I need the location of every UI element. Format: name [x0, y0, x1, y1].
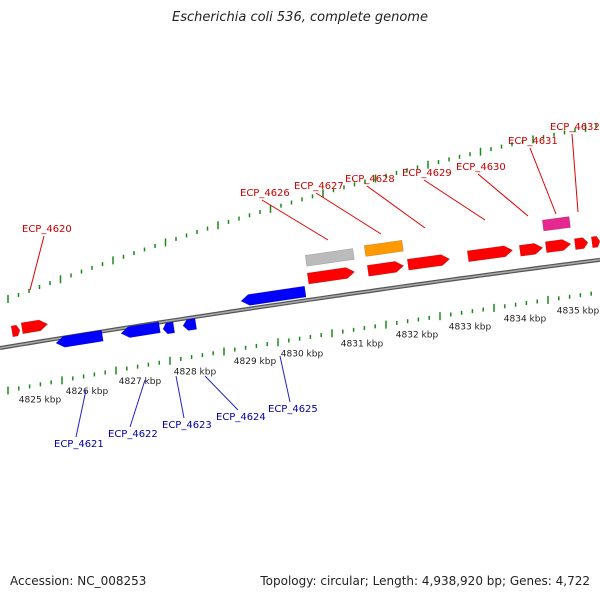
- forward-cds: [466, 245, 514, 263]
- forward-cds-shape: [406, 254, 451, 271]
- scale-label: 4830 kbp: [281, 349, 324, 359]
- forward-gene-label: ECP_4629: [402, 168, 452, 179]
- forward-leader-line: [366, 185, 426, 229]
- forward-gene-label: ECP_4626: [240, 188, 290, 199]
- reverse-gene-label: ECP_4623: [162, 420, 212, 431]
- reverse-cds-shape: [120, 321, 161, 338]
- scale-label: 4826 kbp: [66, 387, 109, 397]
- rna-magenta-shape: [542, 216, 571, 232]
- forward-cds-shape: [10, 324, 21, 338]
- reverse-leader-line: [75, 389, 87, 438]
- forward-leader-line: [571, 133, 579, 213]
- map-title: Escherichia coli 536, complete genome: [172, 10, 428, 25]
- reverse-cds-shape: [55, 329, 104, 348]
- forward-leader-line: [261, 199, 329, 241]
- forward-cds-shape: [306, 267, 355, 285]
- forward-gene-label: ECP_4627: [294, 181, 344, 192]
- scale-label: 4833 kbp: [449, 323, 492, 333]
- scale-label: 4828 kbp: [174, 367, 217, 377]
- reverse-cds: [120, 321, 161, 338]
- forward-leader-line: [315, 192, 382, 235]
- reverse-leader-line: [175, 375, 185, 419]
- rna-orange: [363, 239, 404, 257]
- forward-gene-label: ECP_4620: [22, 224, 72, 235]
- forward-cds-shape: [591, 235, 600, 249]
- reverse-cds-shape: [240, 285, 307, 306]
- reverse-cds-shape: [162, 321, 175, 335]
- reverse-cds: [55, 329, 104, 348]
- forward-cds-shape: [518, 243, 544, 257]
- forward-cds: [518, 243, 544, 257]
- forward-leader-line: [29, 235, 45, 291]
- rna-gray-shape: [304, 248, 355, 267]
- forward-leader-line: [529, 147, 557, 215]
- reverse-leader-line: [279, 355, 291, 403]
- forward-cds-shape: [20, 319, 49, 334]
- forward-cds-shape: [366, 261, 405, 277]
- reverse-gene-label: ECP_4624: [216, 412, 266, 423]
- scale-label: 4835 kbp: [557, 307, 600, 317]
- forward-cds: [406, 254, 451, 271]
- reverse-cds: [240, 285, 307, 306]
- forward-gene-label: ECP_4631: [508, 136, 558, 147]
- forward-cds-shape: [574, 237, 589, 250]
- scale-label: 4831 kbp: [341, 339, 384, 349]
- reverse-gene-label: ECP_4625: [268, 404, 318, 415]
- label-layer: 4825 kbp 4826 kbp 4827 kbp 4828 kbp 4829 kbp…: [19, 122, 600, 450]
- forward-leader-line: [477, 173, 529, 217]
- forward-cds: [366, 261, 405, 277]
- reverse-cds: [162, 321, 175, 335]
- forward-cds: [591, 235, 600, 249]
- forward-cds: [545, 239, 572, 253]
- rna-orange-shape: [363, 239, 404, 257]
- forward-cds-shape: [466, 245, 514, 263]
- reverse-cds-shape: [182, 318, 197, 331]
- forward-cds-shape: [545, 239, 572, 253]
- reverse-gene-label: ECP_4621: [54, 439, 104, 450]
- reverse-gene-label: ECP_4622: [108, 429, 158, 440]
- forward-leader-line: [423, 179, 486, 221]
- forward-gene-label: ECP_4632: [550, 122, 600, 133]
- scale-label: 4829 kbp: [234, 357, 277, 367]
- accession-text: Accession: NC_008253: [10, 574, 147, 588]
- scale-label: 4832 kbp: [396, 331, 439, 341]
- forward-cds: [306, 267, 355, 285]
- forward-gene-label: ECP_4630: [456, 162, 506, 173]
- reverse-leader-line: [204, 375, 239, 411]
- scale-label: 4827 kbp: [119, 377, 162, 387]
- forward-gene-label: ECP_4628: [345, 174, 395, 185]
- reverse-leader-line: [129, 379, 146, 428]
- scale-label: 4834 kbp: [504, 314, 547, 324]
- feature-layer: [10, 216, 600, 348]
- forward-cds: [10, 324, 21, 338]
- forward-cds: [20, 319, 49, 334]
- rna-magenta: [542, 216, 571, 232]
- genome-summary-text: Topology: circular; Length: 4,938,920 bp…: [260, 574, 590, 588]
- scale-label: 4825 kbp: [19, 395, 62, 405]
- reverse-cds: [182, 318, 197, 331]
- tick-ring: [7, 123, 597, 395]
- forward-cds: [574, 237, 589, 250]
- rna-gray: [304, 248, 355, 267]
